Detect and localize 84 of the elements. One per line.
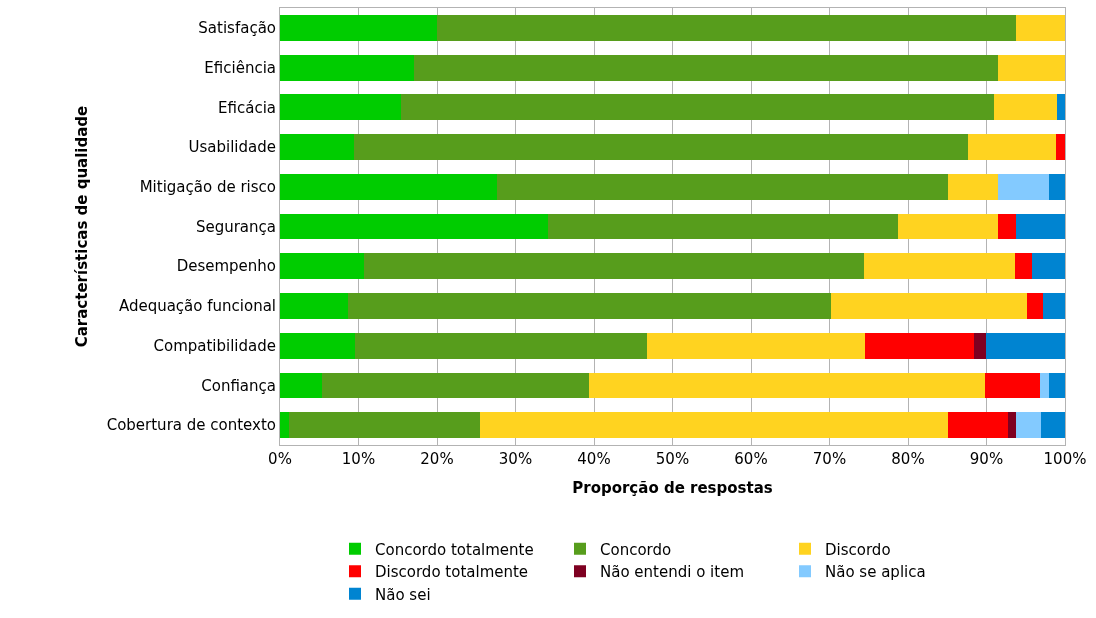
legend-label: Não se aplica — [825, 563, 926, 581]
bar — [864, 332, 974, 359]
y-axis-title: Características de qualidade — [72, 105, 91, 348]
bar — [948, 173, 999, 200]
bar — [348, 293, 832, 319]
bar — [998, 213, 1016, 240]
bar — [414, 54, 999, 81]
bar — [363, 253, 865, 280]
bar — [948, 412, 1008, 439]
bar — [973, 332, 986, 359]
bar — [280, 213, 548, 240]
bar — [647, 332, 865, 359]
bar — [1043, 293, 1065, 319]
bar — [280, 94, 401, 121]
x-tick-label: 60% — [734, 450, 768, 468]
y-tick-label: Eficácia — [218, 98, 276, 117]
bar — [1048, 372, 1065, 399]
y-tick-label: Compatibilidade — [153, 336, 276, 355]
y-tick-label: Desempenho — [176, 257, 276, 276]
x-tick-label: 80% — [891, 450, 925, 468]
bar — [280, 293, 349, 319]
bar — [280, 253, 364, 280]
bar — [280, 332, 356, 359]
bar — [1040, 412, 1065, 439]
x-tick-label: 30% — [498, 450, 533, 468]
bar — [280, 412, 289, 439]
bar — [897, 213, 999, 240]
legend-label: Concordo totalmente — [375, 540, 534, 559]
bar — [547, 213, 898, 240]
legend-label: Não sei — [375, 585, 431, 604]
bar — [322, 372, 589, 399]
x-tick-label: 40% — [577, 450, 611, 468]
x-tick-label: 20% — [420, 450, 454, 468]
x-tick-label: 10% — [341, 450, 376, 468]
y-tick-label: Usabilidade — [188, 138, 276, 157]
bar — [1039, 372, 1049, 399]
bar — [588, 372, 985, 399]
bar — [1055, 134, 1065, 160]
y-tick-label: Confiança — [201, 376, 276, 395]
bar — [280, 54, 415, 81]
bar — [497, 173, 949, 200]
x-tick-label: 70% — [812, 450, 847, 468]
y-tick-label: Satisfação — [198, 19, 276, 38]
legend-label: Discordo — [825, 540, 891, 559]
x-tick-label: 50% — [655, 450, 690, 468]
bar — [280, 134, 354, 160]
bar — [280, 372, 323, 399]
y-tick-label: Adequação funcional — [118, 297, 276, 316]
bar — [998, 173, 1049, 200]
bar — [1057, 94, 1065, 121]
bar — [280, 14, 437, 41]
bar — [1015, 213, 1065, 240]
bar — [400, 94, 994, 121]
bar — [967, 134, 1056, 160]
x-tick-label: 90% — [969, 450, 1004, 468]
bar — [985, 332, 1065, 359]
bar — [864, 253, 1015, 280]
bar — [1015, 412, 1041, 439]
x-tick-label: 0% — [268, 450, 292, 468]
bar — [1027, 293, 1044, 319]
bar — [831, 293, 1028, 319]
bar — [437, 14, 1016, 41]
y-tick-label: Cobertura de contexto — [106, 416, 276, 435]
bar — [480, 412, 949, 439]
bar — [984, 372, 1040, 399]
bar — [1048, 173, 1065, 200]
bar — [1015, 14, 1065, 41]
legend-label: Não entendi o item — [600, 563, 745, 581]
bar — [288, 412, 481, 439]
bar — [353, 134, 968, 160]
bar — [355, 332, 648, 359]
legend-label: Discordo totalmente — [375, 563, 529, 581]
bar — [1032, 253, 1065, 280]
y-tick-label: Mitigação de risco — [139, 178, 276, 197]
bar — [998, 54, 1065, 81]
bar — [1007, 412, 1016, 439]
legend-label: Concordo — [600, 540, 672, 559]
y-tick-label: Eficiência — [204, 58, 276, 77]
x-axis-title: Proporção de respostas — [572, 479, 773, 497]
bar — [1014, 253, 1033, 280]
y-tick-label: Segurança — [195, 217, 276, 236]
x-tick-label: 100% — [1043, 450, 1087, 468]
bar — [993, 94, 1058, 121]
bar — [280, 173, 498, 200]
